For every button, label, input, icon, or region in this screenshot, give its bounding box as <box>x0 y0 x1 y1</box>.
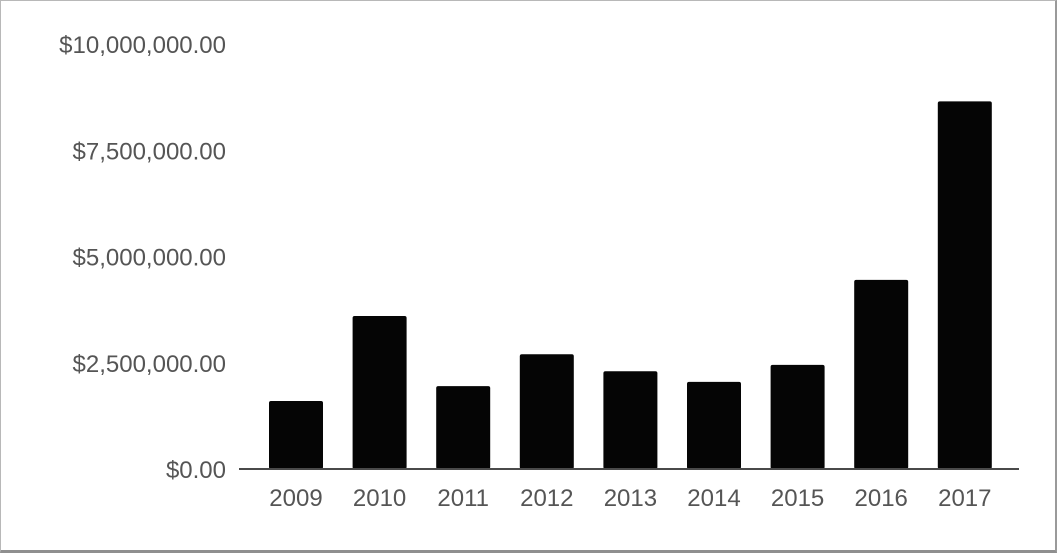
bar-2011 <box>436 386 491 469</box>
y-tick-label: $0.00 <box>166 457 226 484</box>
bar-2009 <box>269 401 323 469</box>
x-axis-ticks: 2009 2010 2011 2012 2013 2014 2015 2016 2017 <box>269 485 991 512</box>
y-axis-ticks: $0.00 $2,500,000.00 $5,000,000.00 $7,500,00… <box>59 32 226 484</box>
y-tick-label: $5,000,000.00 <box>73 245 226 272</box>
bars-group <box>269 101 992 469</box>
bar-2010 <box>352 316 407 469</box>
y-tick-label: $10,000,000.00 <box>59 32 226 59</box>
x-tick-label: 2012 <box>520 485 573 512</box>
x-tick-label: 2017 <box>938 485 991 512</box>
x-tick-label: 2011 <box>437 485 489 512</box>
y-tick-label: $2,500,000.00 <box>73 351 226 378</box>
bar-2015 <box>770 364 825 469</box>
y-tick-label: $7,500,000.00 <box>73 138 226 165</box>
bar-2014 <box>687 381 741 469</box>
x-tick-label: 2009 <box>269 485 322 512</box>
x-tick-label: 2010 <box>353 485 406 512</box>
bar-2016 <box>854 279 909 469</box>
x-tick-label: 2014 <box>687 485 740 512</box>
bar-2017 <box>937 101 992 469</box>
x-tick-label: 2016 <box>855 485 908 512</box>
bar-2012 <box>519 354 574 469</box>
x-tick-label: 2013 <box>604 485 657 512</box>
bar-2013 <box>603 371 658 469</box>
x-tick-label: 2015 <box>771 485 824 512</box>
